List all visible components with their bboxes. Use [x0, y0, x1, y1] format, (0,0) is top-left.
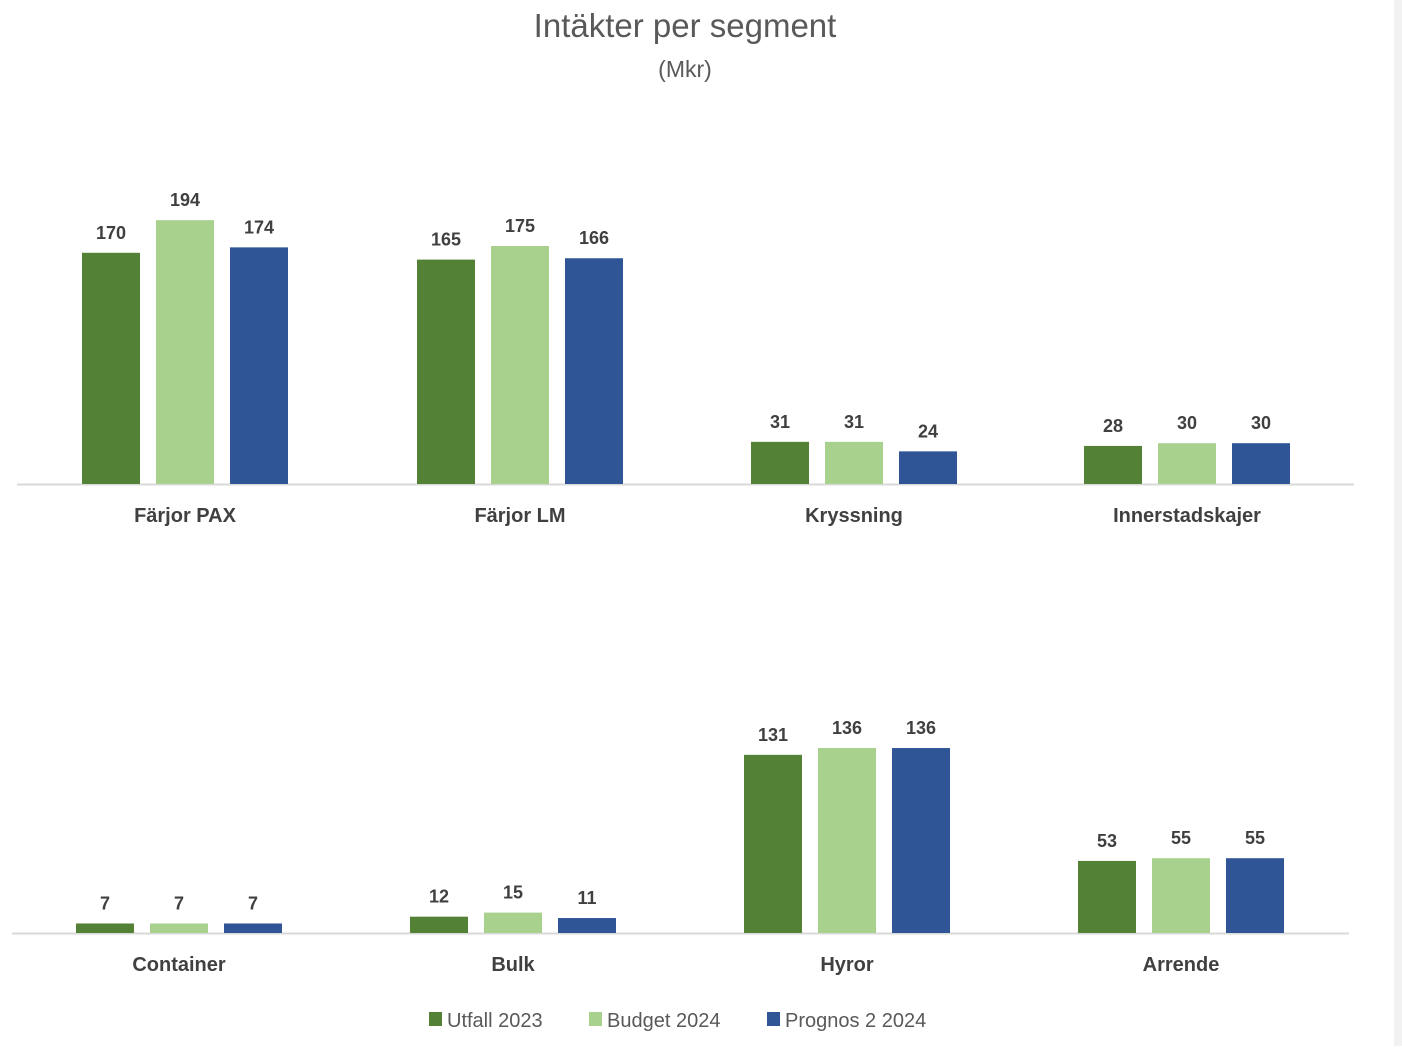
data-label: 194 — [170, 190, 200, 210]
bar — [417, 259, 475, 484]
window-edge — [1394, 0, 1402, 1046]
legend-item: Budget 2024 — [589, 1010, 720, 1032]
bar — [82, 252, 140, 484]
bar — [410, 916, 468, 933]
data-label: 165 — [431, 230, 461, 250]
data-label: 136 — [906, 718, 936, 738]
bar — [892, 748, 950, 933]
chart-title: Intäkter per segment — [534, 7, 837, 44]
bar — [558, 918, 616, 933]
bar — [818, 748, 876, 933]
bar — [1226, 858, 1284, 933]
category-label: Innerstadskajer — [1113, 505, 1261, 527]
bar — [565, 258, 623, 484]
bar — [491, 246, 549, 484]
bar — [825, 441, 883, 484]
data-label: 15 — [503, 883, 523, 903]
data-label: 174 — [244, 217, 274, 237]
category-label: Hyror — [820, 954, 874, 976]
legend-label: Utfall 2023 — [447, 1010, 543, 1032]
data-label: 7 — [248, 893, 258, 913]
bar — [1158, 443, 1216, 484]
bar — [224, 923, 282, 933]
bar — [1152, 858, 1210, 933]
legend-item: Utfall 2023 — [429, 1010, 543, 1032]
data-label: 30 — [1251, 413, 1271, 433]
bar — [899, 451, 957, 484]
category-label: Container — [132, 954, 226, 976]
legend-swatch — [767, 1012, 780, 1026]
bar — [751, 441, 809, 484]
data-label: 11 — [577, 888, 596, 908]
data-label: 24 — [918, 421, 938, 441]
chart-panel-2: 7 7 7 Container 12 15 11 Bulk 131 136 136 Hyror 53 55… — [12, 718, 1349, 976]
legend-swatch — [589, 1012, 602, 1026]
legend-swatch — [429, 1012, 442, 1026]
data-label: 7 — [100, 893, 110, 913]
data-label: 55 — [1245, 828, 1265, 848]
bar — [76, 923, 134, 933]
data-label: 28 — [1103, 416, 1123, 436]
category-label: Arrende — [1143, 954, 1220, 976]
data-label: 170 — [96, 223, 126, 243]
legend-label: Budget 2024 — [607, 1010, 720, 1032]
chart-subtitle: (Mkr) — [658, 56, 712, 82]
bar — [1078, 860, 1136, 933]
data-label: 175 — [505, 216, 535, 236]
category-label: Färjor PAX — [134, 505, 237, 527]
chart-panel-1: 170 194 174 Färjor PAX 165 175 166 Färjor LM 31 3… — [17, 190, 1354, 527]
bar — [156, 220, 214, 484]
legend-item: Prognos 2 2024 — [767, 1010, 926, 1032]
data-label: 12 — [429, 887, 449, 907]
bar — [744, 754, 802, 933]
data-label: 30 — [1177, 413, 1197, 433]
plot-area: 170 194 174 Färjor PAX 165 175 166 Färjor LM 31 3… — [12, 190, 1354, 976]
category-label: Bulk — [491, 954, 535, 976]
data-label: 31 — [844, 412, 864, 432]
bar — [484, 912, 542, 933]
bar — [1084, 445, 1142, 484]
data-label: 131 — [758, 725, 788, 745]
category-label: Kryssning — [805, 505, 903, 527]
data-label: 136 — [832, 718, 862, 738]
data-label: 31 — [770, 412, 790, 432]
bar — [230, 247, 288, 484]
category-label: Färjor LM — [474, 505, 565, 527]
bar — [150, 923, 208, 933]
legend: Utfall 2023 Budget 2024 Prognos 2 2024 — [429, 1010, 926, 1032]
data-label: 166 — [579, 228, 609, 248]
data-label: 53 — [1097, 831, 1117, 851]
data-label: 7 — [174, 893, 184, 913]
bar — [1232, 443, 1290, 484]
data-label: 55 — [1171, 828, 1191, 848]
legend-label: Prognos 2 2024 — [785, 1010, 926, 1032]
